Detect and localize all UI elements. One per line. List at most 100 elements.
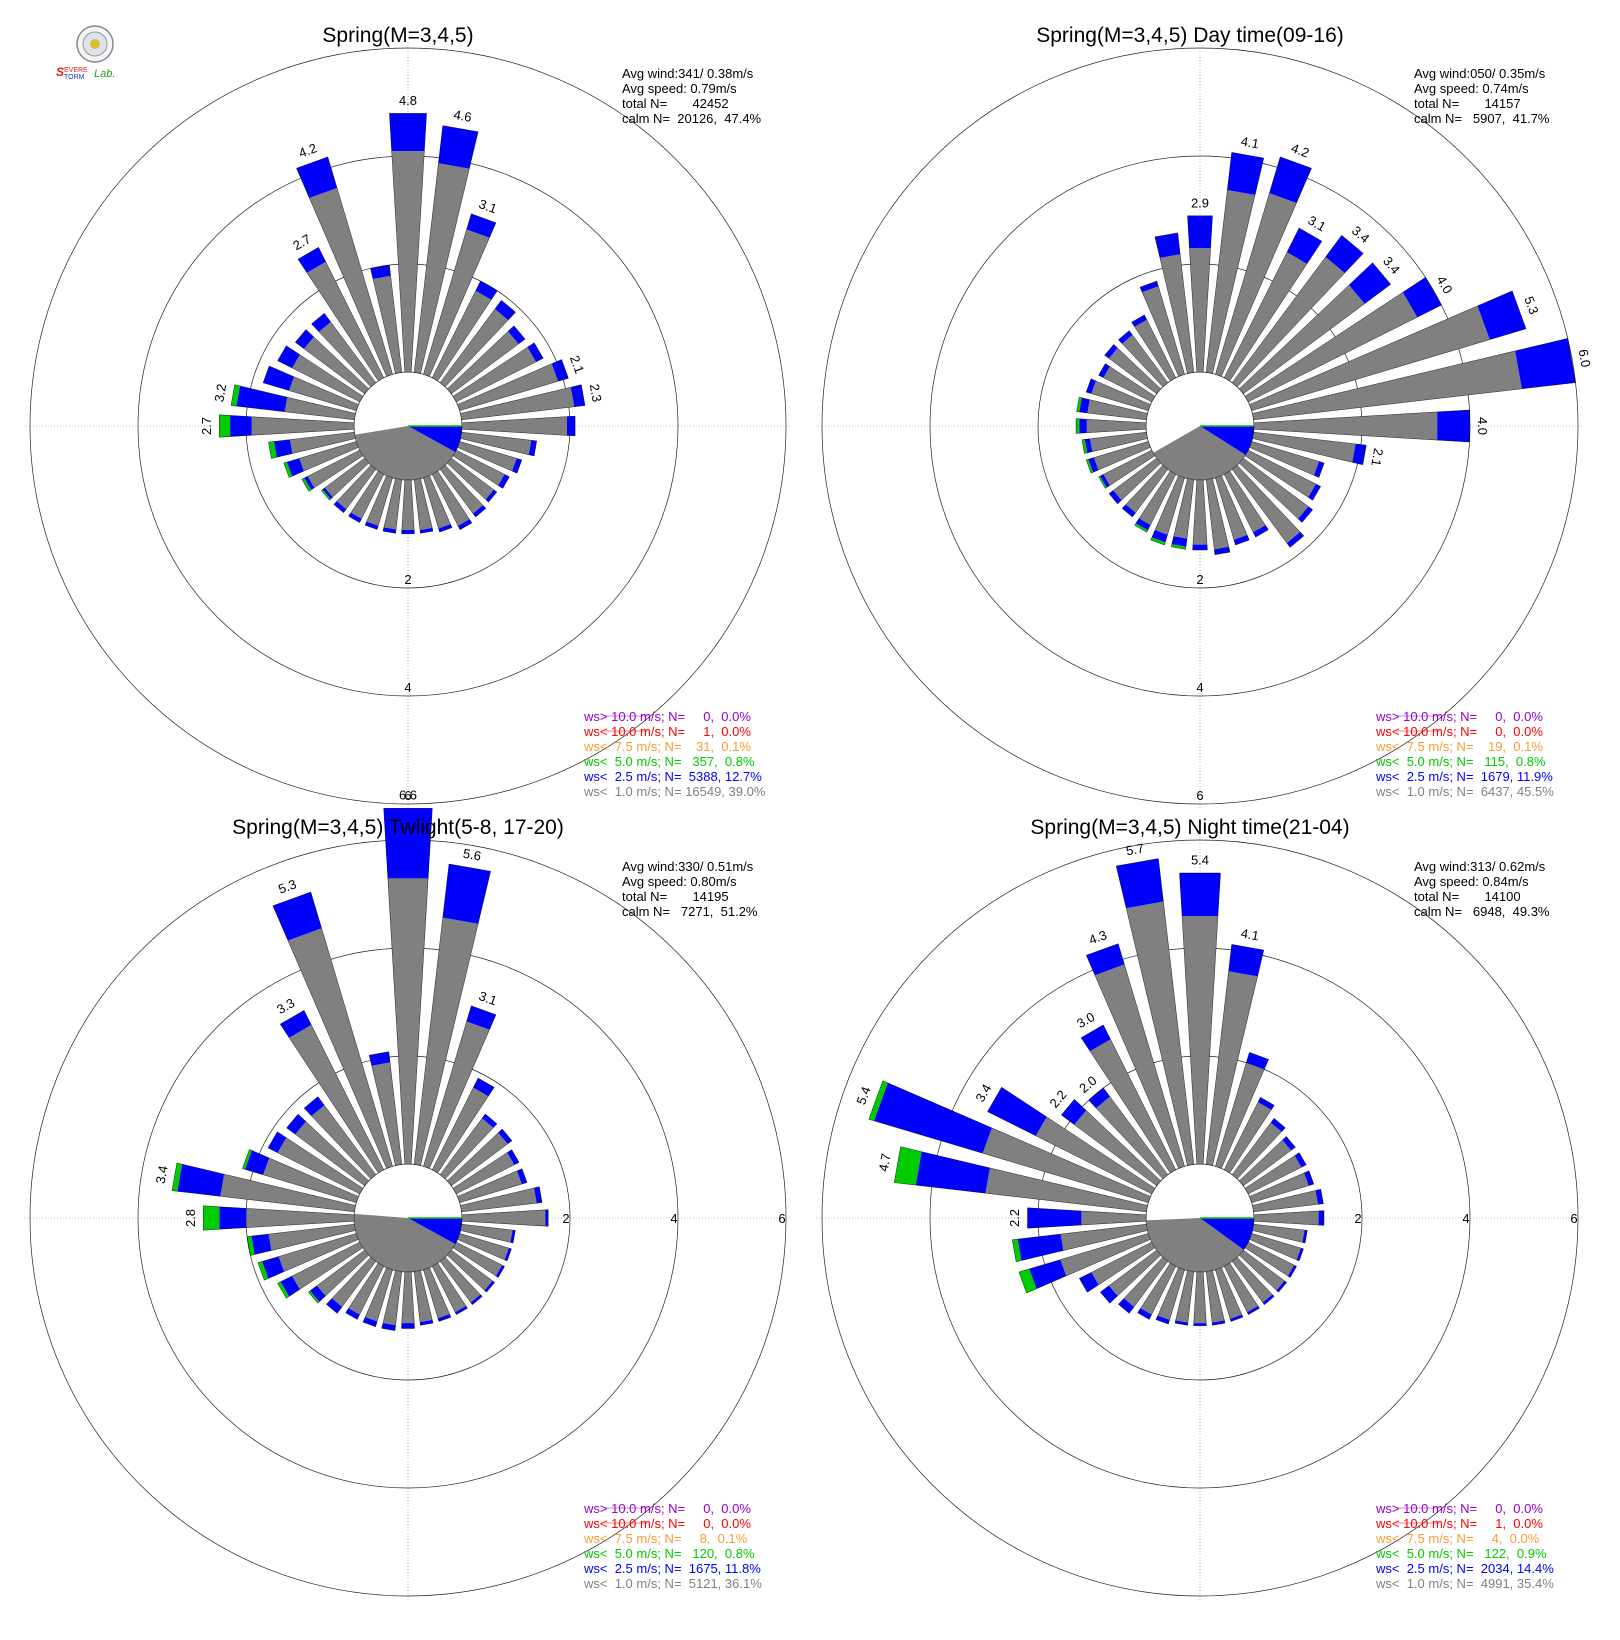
bar-outline [1249, 1233, 1304, 1262]
bar-outline [1192, 479, 1208, 551]
bar-blue-segment [230, 415, 252, 437]
bar-gray-segment [1093, 441, 1151, 470]
bar-gray-segment [1252, 350, 1522, 420]
bar-outline [1238, 1136, 1296, 1187]
legend-entry: ws< 7.5 m/s; N= 19, 0.1% [1375, 739, 1543, 754]
bar-value-label: 4.2 [297, 140, 319, 160]
bar-outline [246, 1223, 356, 1256]
windrose-panel: 2 4 6 4.8 4.6 3.1 2.12.3 2.7 3.2 2.7 4.2 Spring(M=3… [24, 24, 792, 810]
bar-gray-segment [350, 471, 384, 519]
bar-blue-segment [311, 313, 331, 332]
ring-circle [821, 47, 1579, 805]
bar-gray-segment [401, 479, 415, 530]
bar-blue-segment [263, 366, 294, 391]
bar-blue-segment [383, 527, 396, 534]
bar-blue-segment [1154, 232, 1181, 258]
stats-line: calm N= 20126, 47.4% [622, 111, 762, 126]
bar-outline [413, 478, 434, 534]
bar-blue-segment [1098, 363, 1110, 378]
bar-green-segment [1076, 397, 1082, 412]
bar-gray-segment [1074, 1110, 1161, 1186]
bar-blue-segment [1100, 1285, 1118, 1304]
bar-value-label: 3.1 [477, 988, 499, 1008]
legend-entry: ws< 7.5 m/s; N= 31, 0.1% [583, 739, 751, 754]
bar-outline [431, 280, 498, 382]
legend-entry: ws< 10.0 m/s; N= 1, 0.0% [1375, 1516, 1543, 1531]
bar-blue-segment [1294, 1152, 1307, 1168]
bar-outline [1252, 1188, 1324, 1213]
stats-line: Avg speed: 0.80m/s [622, 874, 737, 889]
bar-blue-segment [470, 1294, 483, 1305]
stats-line: total N= 14100 [1414, 889, 1521, 904]
bar-outline [1187, 215, 1213, 373]
bar-outline [1223, 227, 1323, 382]
bar-outline [1098, 449, 1156, 489]
bar-outline [1215, 1052, 1269, 1169]
bar-gray-segment [447, 458, 494, 500]
bar-blue-segment [1228, 944, 1264, 977]
bar-value-label: 5.4 [853, 1084, 873, 1106]
bar-gray-segment [1215, 1267, 1242, 1319]
bar-blue-segment [401, 1323, 415, 1329]
bar-outline [1231, 1118, 1286, 1180]
bar-outline [460, 384, 586, 421]
bar-outline [1108, 457, 1162, 505]
bar-gray-segment [453, 347, 536, 402]
calm-gray-slice [1153, 426, 1246, 480]
bar-blue-segment [485, 489, 497, 503]
bar-outline [1249, 441, 1325, 478]
bar-gray-segment [985, 1167, 1148, 1212]
bar-blue-segment [498, 474, 510, 489]
bar-outline [1223, 1097, 1275, 1174]
bar-outline [1131, 314, 1177, 382]
bar-green-segment [1134, 523, 1148, 533]
bar-outline [364, 475, 393, 530]
ring-label: 2 [404, 572, 411, 587]
bar-outline [1118, 330, 1169, 388]
bar-blue-segment [510, 1230, 516, 1243]
bar-outline [230, 384, 356, 421]
bar-blue-segment [1079, 1272, 1099, 1293]
bar-outline [1018, 1233, 1151, 1294]
bar-outline [262, 365, 359, 411]
bar-gray-segment [1096, 1096, 1168, 1179]
stats-line: Avg wind:341/ 0.38m/s [622, 66, 754, 81]
bar-gray-segment [453, 1242, 503, 1276]
bar-green-segment [308, 1290, 320, 1304]
bar-gray-segment [1109, 348, 1161, 394]
bar-blue-segment [438, 125, 479, 169]
bar-blue-segment [466, 213, 496, 238]
bar-blue-segment [1318, 1210, 1324, 1226]
bar-gray-segment [324, 458, 369, 498]
bar-gray-segment [440, 465, 483, 514]
bar-gray-segment [447, 331, 519, 394]
bar-gray-segment [461, 1209, 546, 1227]
bar-gray-segment [1060, 1224, 1148, 1251]
bar-outline [383, 808, 433, 1165]
bar-outline [446, 457, 498, 503]
bar-blue-segment [1171, 536, 1187, 547]
bar-outline [326, 1256, 377, 1314]
bar-gray-segment [1253, 411, 1438, 441]
bar-gray-segment [457, 441, 517, 471]
bar-blue-segment [280, 1010, 312, 1038]
bar-outline [1231, 1256, 1275, 1305]
stats-line: Avg wind:330/ 0.51m/s [622, 859, 754, 874]
bar-value-label: 2.9 [1191, 195, 1209, 210]
bar-value-label: 4.1 [1240, 134, 1260, 152]
bar-blue-segment [280, 1276, 300, 1297]
bar-outline [202, 1205, 355, 1231]
bar-green-segment [1171, 544, 1186, 550]
bar-blue-segment [1253, 525, 1269, 538]
bar-outline [1085, 378, 1151, 411]
stats-line: Avg speed: 0.79m/s [622, 81, 737, 96]
legend-entry: ws< 7.5 m/s; N= 8, 0.1% [583, 1531, 748, 1546]
bar-gray-segment [440, 1257, 481, 1303]
bar-gray-segment [1081, 1211, 1147, 1225]
bar-blue-segment [484, 1280, 495, 1293]
bar-blue-segment [369, 1051, 390, 1066]
bar-gray-segment [1155, 475, 1185, 535]
stats-line: total N= 42452 [622, 96, 729, 111]
bar-outline [1104, 344, 1162, 395]
